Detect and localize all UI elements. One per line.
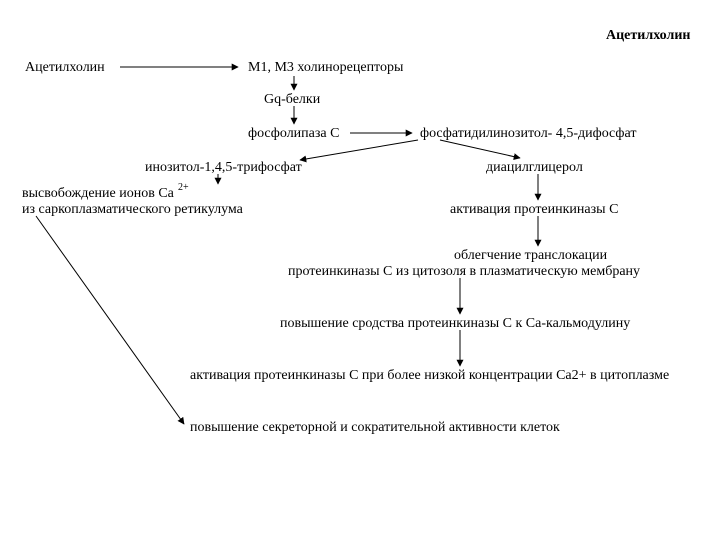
page-title: Ацетилхолин [606,28,690,44]
arrow-pip2-ip3 [300,140,418,160]
node-ip3: инозитол-1,4,5-трифосфат [145,160,302,176]
arrow-pip2-dag [440,140,520,158]
node-ach: Ацетилхолин [25,60,105,76]
node-affinity: повышение сродства протеинкиназы С к Са-… [280,316,630,332]
node-ca-release-1: высвобождение ионов Са [22,186,174,202]
node-low-ca: активация протеинкиназы С при более низк… [190,368,669,384]
node-ca-release-sup: 2+ [178,182,189,194]
node-dag: диацилглицерол [486,160,583,176]
node-pkc-act: активация протеинкиназы С [450,202,618,218]
node-plc: фосфолипаза С [248,126,339,142]
node-receptors: М1, М3 холинорецепторы [248,60,403,76]
arrow-ca_release-secretory [36,216,184,424]
node-transloc-1: облегчение транслокации [454,248,607,264]
node-gq: Gq-белки [264,92,320,108]
node-transloc-2: протеинкиназы С из цитозоля в плазматиче… [288,264,640,280]
node-pip2: фосфатидилинозитол- 4,5-дифосфат [420,126,636,142]
node-secretory: повышение секреторной и сократительной а… [190,420,560,436]
node-ca-release-2: из саркоплазматического ретикулума [22,202,243,218]
